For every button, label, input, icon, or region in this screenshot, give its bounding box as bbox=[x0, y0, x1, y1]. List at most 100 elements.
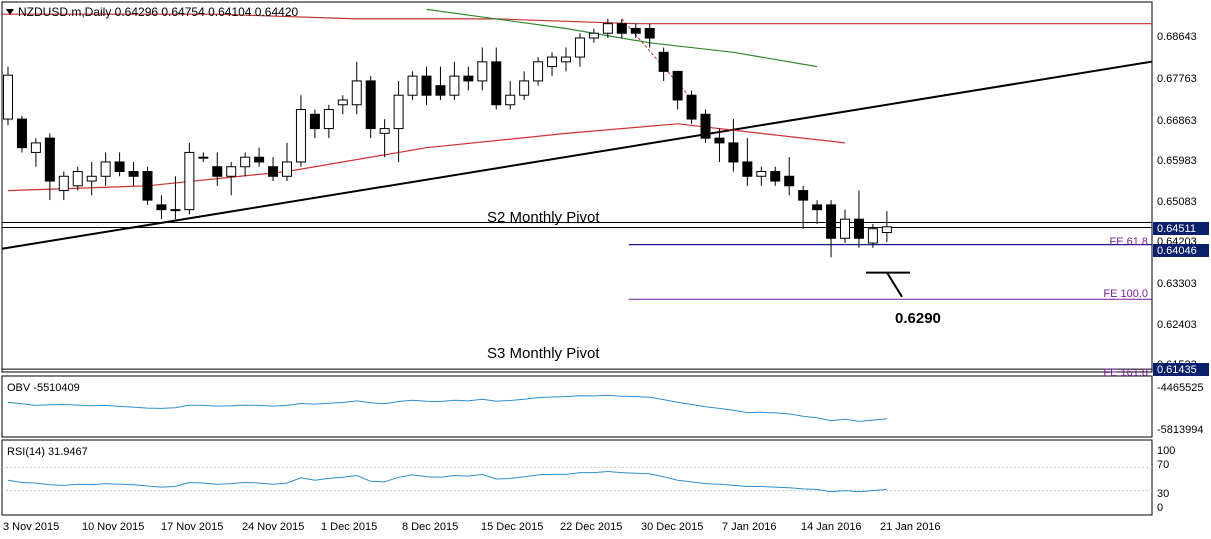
fe618-label: FE 61.8 bbox=[1109, 236, 1148, 248]
fe1618-label: FE 161.8 bbox=[1103, 367, 1148, 379]
date-tick: 1 Dec 2015 bbox=[321, 521, 377, 533]
price-tag-bottom: 0.61435 bbox=[1157, 364, 1197, 376]
candle-body bbox=[658, 51, 669, 72]
price-tick: 0.65083 bbox=[1157, 196, 1197, 208]
obv-panel[interactable] bbox=[1, 375, 1153, 438]
candle-body bbox=[672, 70, 683, 101]
price-tag-current: 0.64511 bbox=[1157, 223, 1196, 235]
candle-body bbox=[798, 190, 809, 201]
candle-body bbox=[784, 175, 795, 187]
candle-body bbox=[686, 94, 697, 120]
candle-body bbox=[519, 80, 530, 96]
date-tick: 10 Nov 2015 bbox=[82, 521, 144, 533]
candle-body bbox=[602, 23, 613, 34]
candle-body bbox=[463, 75, 474, 82]
price-tick: 0.67763 bbox=[1157, 73, 1197, 85]
candle-body bbox=[337, 99, 348, 106]
price-tick: 0.66863 bbox=[1157, 115, 1197, 127]
price-tick: 0.63303 bbox=[1157, 278, 1197, 290]
candle-body bbox=[3, 74, 13, 120]
rsi-panel[interactable] bbox=[1, 439, 1153, 516]
candle-body bbox=[198, 156, 209, 159]
candle-body bbox=[533, 61, 544, 82]
candle-body bbox=[30, 142, 41, 153]
candle-body bbox=[867, 228, 878, 244]
candle-body bbox=[86, 175, 97, 182]
candle-body bbox=[756, 171, 767, 177]
candle-body bbox=[644, 27, 655, 39]
fe100-label: FE 100.0 bbox=[1103, 288, 1148, 300]
candle-body bbox=[840, 218, 850, 239]
candle-body bbox=[826, 204, 837, 239]
triangle-down-icon[interactable] bbox=[6, 9, 14, 15]
candle-body bbox=[379, 128, 390, 134]
price-tag-current-bg bbox=[1153, 222, 1209, 235]
candle-body bbox=[323, 109, 334, 130]
candle-body bbox=[295, 109, 306, 163]
candle-body bbox=[853, 218, 864, 239]
candle-body bbox=[742, 161, 753, 177]
candle-body bbox=[574, 37, 585, 58]
rsi-tick: 100 bbox=[1157, 445, 1175, 457]
candle-body bbox=[184, 151, 195, 211]
date-tick: 15 Dec 2015 bbox=[481, 521, 543, 533]
obv-tick-top: -4465525 bbox=[1157, 382, 1204, 394]
price-tick: 0.65983 bbox=[1157, 155, 1197, 167]
rsi-label: RSI(14) 31.9467 bbox=[7, 446, 88, 458]
candle-body bbox=[714, 137, 725, 144]
price-tag-bottom-bg bbox=[1153, 363, 1209, 376]
date-tick: 8 Dec 2015 bbox=[402, 521, 458, 533]
candle-body bbox=[44, 137, 55, 182]
price-tick: 0.62403 bbox=[1157, 319, 1197, 331]
candle-body bbox=[505, 94, 516, 106]
rsi-tick: 0 bbox=[1157, 502, 1163, 514]
candle-body bbox=[226, 166, 237, 177]
candle-body bbox=[812, 204, 823, 211]
candle-body bbox=[616, 23, 627, 34]
candle-body bbox=[309, 113, 320, 130]
candle-body bbox=[421, 75, 432, 96]
price-tag-level-bg bbox=[1153, 244, 1209, 257]
symbol-info: NZDUSD.m,Daily 0.64296 0.64754 0.64104 0… bbox=[18, 5, 299, 19]
s3-pivot-label: S3 Monthly Pivot bbox=[487, 345, 600, 362]
candle-body bbox=[16, 118, 27, 149]
candle-body bbox=[881, 226, 892, 234]
candle-body bbox=[351, 80, 362, 106]
candle-body bbox=[700, 113, 711, 139]
obv-line bbox=[7, 394, 887, 422]
candle-body bbox=[588, 32, 599, 39]
candle-body bbox=[268, 166, 279, 177]
candle-body bbox=[365, 80, 376, 130]
target-pointer bbox=[886, 272, 903, 298]
candle-body bbox=[561, 56, 571, 63]
candle-body bbox=[477, 61, 488, 82]
date-tick: 3 Nov 2015 bbox=[3, 521, 59, 533]
candle-body bbox=[630, 27, 641, 34]
candle-body bbox=[170, 209, 181, 212]
candle-body bbox=[142, 171, 153, 201]
candle-body bbox=[114, 161, 125, 173]
candle-body bbox=[393, 94, 404, 130]
candle-body bbox=[282, 161, 292, 177]
obv-tick-bottom: -5813994 bbox=[1157, 424, 1204, 436]
candle-body bbox=[449, 75, 460, 96]
date-tick: 24 Nov 2015 bbox=[242, 521, 304, 533]
candle-body bbox=[770, 171, 781, 182]
obv-label: OBV -5510409 bbox=[7, 382, 80, 394]
date-tick: 21 Jan 2016 bbox=[880, 521, 941, 533]
rsi-line bbox=[7, 470, 887, 493]
rsi-tick: 30 bbox=[1157, 488, 1169, 500]
price-tick: 0.68643 bbox=[1157, 31, 1197, 43]
candle-body bbox=[435, 85, 446, 96]
price-tag-level: 0.64046 bbox=[1157, 245, 1197, 257]
candle-body bbox=[547, 56, 558, 68]
candle-body bbox=[72, 171, 83, 187]
candle-body bbox=[491, 61, 502, 106]
candle-body bbox=[407, 75, 418, 96]
candle-body bbox=[728, 142, 739, 163]
candle-body bbox=[58, 175, 69, 192]
rsi-tick: 70 bbox=[1157, 459, 1169, 471]
trendline bbox=[1, 60, 1153, 250]
target-label: 0.6290 bbox=[895, 310, 941, 327]
